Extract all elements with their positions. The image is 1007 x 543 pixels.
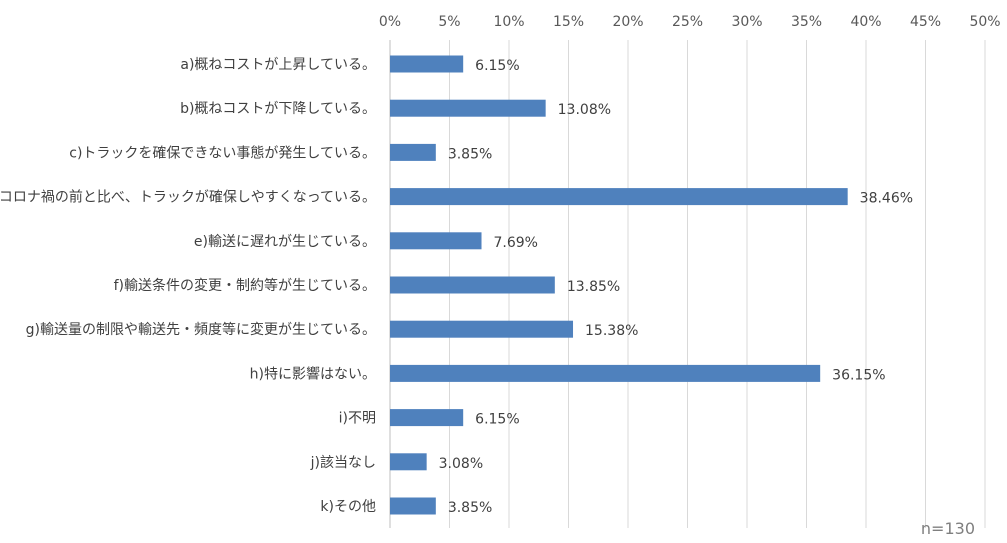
x-tick-label: 5% bbox=[438, 14, 460, 30]
x-tick-label: 0% bbox=[379, 14, 401, 30]
bars bbox=[390, 55, 848, 515]
bar bbox=[390, 409, 464, 427]
bar bbox=[390, 143, 436, 161]
bar bbox=[390, 364, 821, 382]
x-tick-label: 20% bbox=[612, 14, 643, 30]
data-label: 36.15% bbox=[832, 367, 885, 383]
data-label: 13.08% bbox=[558, 102, 611, 118]
data-label: 6.15% bbox=[475, 58, 519, 74]
bar bbox=[390, 276, 555, 294]
data-label: 6.15% bbox=[475, 412, 519, 428]
data-label: 13.85% bbox=[567, 279, 620, 295]
x-tick-label: 30% bbox=[731, 14, 762, 30]
bar bbox=[390, 55, 464, 73]
bar bbox=[390, 232, 482, 250]
bar bbox=[390, 320, 574, 338]
category-label: d)コロナ禍の前と比べ、トラックが確保しやすくなっている。 bbox=[0, 189, 376, 206]
data-label: 15.38% bbox=[585, 323, 638, 339]
x-tick-label: 25% bbox=[672, 14, 703, 30]
category-label: h)特に影響はない。 bbox=[250, 365, 376, 382]
data-label: 3.85% bbox=[448, 146, 492, 162]
category-label: g)輸送量の制限や輸送先・頻度等に変更が生じている。 bbox=[26, 321, 376, 338]
grid-lines bbox=[389, 40, 986, 528]
bar bbox=[390, 453, 427, 471]
category-labels: a)概ねコストが上昇している。 b)概ねコストが下降している。 c)トラックを確保で… bbox=[0, 57, 376, 515]
category-label: b)概ねコストが下降している。 bbox=[180, 101, 376, 117]
x-tick-label: 45% bbox=[910, 14, 941, 30]
category-label: j)該当なし bbox=[310, 455, 376, 471]
category-label: k)その他 bbox=[320, 499, 376, 515]
category-label: i)不明 bbox=[339, 411, 376, 427]
category-label: a)概ねコストが上昇している。 bbox=[180, 57, 376, 73]
x-tick-label: 40% bbox=[850, 14, 881, 30]
x-axis-tick-labels: 0% 5% 10% 15% 20% 25% 30% 35% 40% 45% 50% bbox=[379, 14, 1001, 30]
category-label: c)トラックを確保できない事態が発生している。 bbox=[69, 145, 376, 161]
bar bbox=[390, 497, 436, 515]
x-tick-label: 15% bbox=[553, 14, 584, 30]
bar bbox=[390, 99, 546, 117]
sample-size-note: n=130 bbox=[921, 519, 975, 538]
x-tick-label: 50% bbox=[969, 14, 1000, 30]
category-label: e)輸送に遅れが生じている。 bbox=[194, 234, 376, 250]
bar bbox=[390, 188, 848, 206]
x-tick-label: 35% bbox=[791, 14, 822, 30]
data-label: 7.69% bbox=[494, 235, 538, 251]
category-label: f)輸送条件の変更・制約等が生じている。 bbox=[114, 277, 376, 294]
data-label: 38.46% bbox=[860, 191, 913, 207]
data-label: 3.08% bbox=[439, 456, 483, 472]
data-label: 3.85% bbox=[448, 500, 492, 516]
data-labels: 6.15% 13.08% 3.85% 38.46% 7.69% 13.85% 15.38% 3… bbox=[439, 58, 913, 516]
x-tick-label: 10% bbox=[493, 14, 524, 30]
